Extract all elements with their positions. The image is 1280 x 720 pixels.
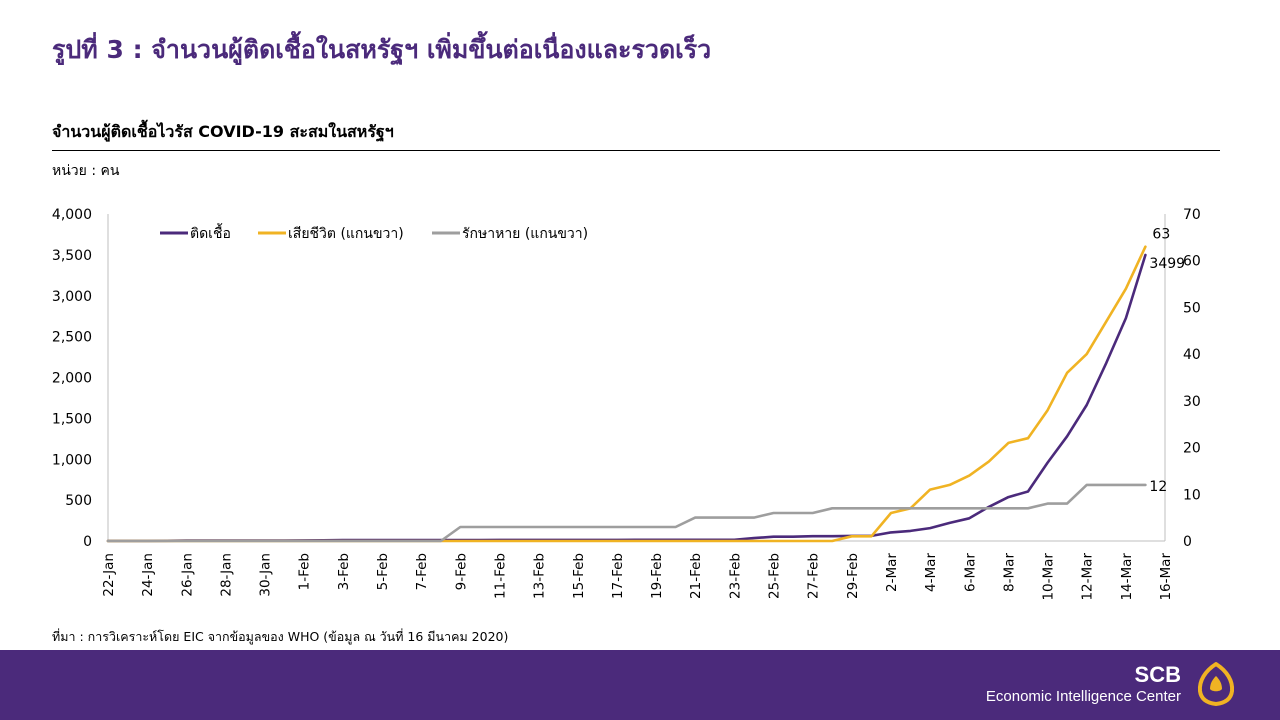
y-left-tick-label: 2,500 xyxy=(52,330,92,346)
title-divider xyxy=(52,150,1220,151)
x-tick-label: 8-Mar xyxy=(1001,553,1017,592)
covid-us-line-chart: 0 500 1,000 1,500 2,000 2,500 3,000 3,500 4,000 0… xyxy=(52,207,1201,601)
y-right-tick-label: 0 xyxy=(1183,534,1192,550)
y-right-tick-label: 10 xyxy=(1183,487,1201,503)
x-tick-label: 28-Jan xyxy=(218,553,234,597)
x-tick-label: 2-Mar xyxy=(884,553,900,592)
x-tick-label: 21-Feb xyxy=(688,553,704,599)
series-line-2 xyxy=(106,483,1147,543)
x-tick-label: 17-Feb xyxy=(610,553,626,599)
unit-label: หน่วย : คน xyxy=(52,163,120,179)
brand-name: SCB xyxy=(1134,662,1181,687)
y-left-tick-label: 2,000 xyxy=(52,371,92,387)
y-left-tick-label: 1,500 xyxy=(52,411,92,427)
x-tick-label: 13-Feb xyxy=(532,553,548,599)
y-right-tick-label: 20 xyxy=(1183,441,1201,457)
legend-label-0: ติดเชื้อ xyxy=(190,223,231,242)
x-tick-label: 15-Feb xyxy=(571,553,587,599)
x-tick-label: 14-Mar xyxy=(1119,553,1135,601)
y-right-tick-label: 30 xyxy=(1183,394,1201,410)
source-note: ที่มา : การวิเคราะห์โดย EIC จากข้อมูลของ… xyxy=(52,629,509,644)
slide-title: รูปที่ 3 : จำนวนผู้ติดเชื้อในสหรัฐฯ เพิ่… xyxy=(52,35,712,64)
brand-subtitle: Economic Intelligence Center xyxy=(985,688,1181,705)
x-tick-label: 12-Mar xyxy=(1080,553,1096,601)
legend-label-1: เสียชีวิต (แกนขวา) xyxy=(288,226,404,242)
x-tick-label: 29-Feb xyxy=(845,553,861,599)
x-tick-label: 24-Jan xyxy=(140,553,156,597)
y-right-tick-label: 60 xyxy=(1183,254,1201,270)
x-tick-label: 3-Feb xyxy=(336,553,352,590)
x-tick-label: 22-Jan xyxy=(101,553,117,597)
y-left-tick-label: 500 xyxy=(65,493,92,509)
y-left-tick-label: 3,000 xyxy=(52,289,92,305)
y-left-tick-label: 4,000 xyxy=(52,207,92,223)
y-left-tick-label: 3,500 xyxy=(52,248,92,264)
series-line-0 xyxy=(106,253,1147,543)
series-end-label-0: 3499 xyxy=(1149,256,1185,272)
x-tick-label: 5-Feb xyxy=(375,553,391,590)
series-end-label-1: 63 xyxy=(1152,227,1170,243)
x-tick-label: 9-Feb xyxy=(453,553,469,590)
x-tick-label: 30-Jan xyxy=(258,553,274,597)
y-left-tick-label: 1,000 xyxy=(52,452,92,468)
y-right-tick-label: 50 xyxy=(1183,300,1201,316)
x-tick-label: 27-Feb xyxy=(806,553,822,599)
x-tick-label: 4-Mar xyxy=(923,553,939,592)
x-tick-label: 11-Feb xyxy=(492,553,508,599)
x-tick-label: 6-Mar xyxy=(962,553,978,592)
scb-shell-logo-icon xyxy=(1197,662,1235,706)
x-tick-label: 16-Mar xyxy=(1158,553,1174,601)
y-right-tick-label: 70 xyxy=(1183,207,1201,223)
footer-bar: SCB Economic Intelligence Center xyxy=(0,650,1280,720)
y-left-tick-label: 0 xyxy=(83,534,92,550)
x-tick-label: 26-Jan xyxy=(179,553,195,597)
chart-title: จำนวนผู้ติดเชื้อไวรัส COVID-19 สะสมในสหร… xyxy=(52,122,394,141)
x-tick-label: 19-Feb xyxy=(649,553,665,599)
legend-label-2: รักษาหาย (แกนขวา) xyxy=(462,226,588,242)
x-tick-label: 10-Mar xyxy=(1041,553,1057,601)
series-end-label-2: 12 xyxy=(1149,479,1167,495)
x-tick-label: 7-Feb xyxy=(414,553,430,590)
x-tick-label: 25-Feb xyxy=(767,553,783,599)
series-line-1 xyxy=(106,245,1147,543)
y-right-tick-label: 40 xyxy=(1183,347,1201,363)
x-tick-label: 1-Feb xyxy=(297,553,313,590)
x-tick-label: 23-Feb xyxy=(727,553,743,599)
